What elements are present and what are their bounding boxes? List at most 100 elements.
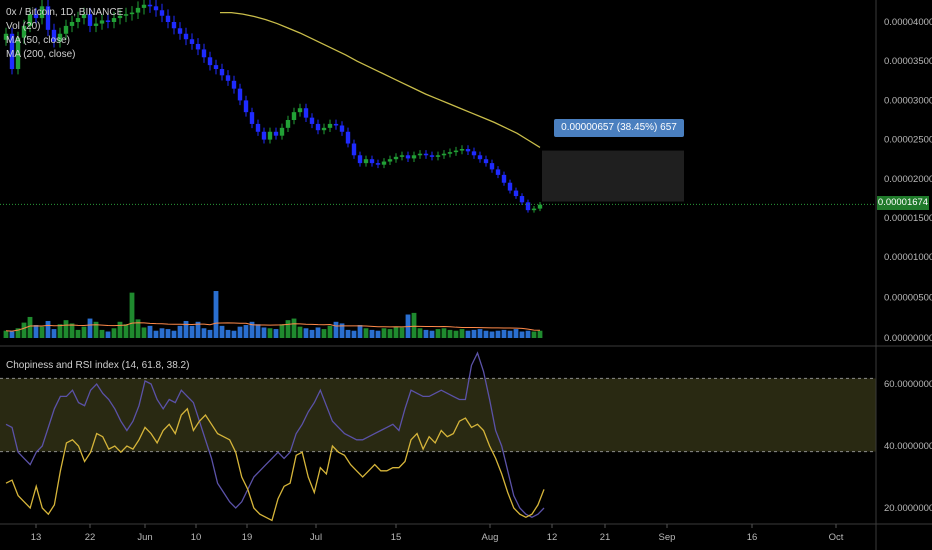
candle-body — [255, 123, 261, 132]
candle-body — [393, 156, 399, 160]
volume-bar — [219, 325, 225, 338]
volume-bar — [93, 321, 99, 338]
main-legend: 0x / Bitcoin, 1D, BINANCE Vol (20) MA (5… — [6, 6, 123, 62]
candle-body — [405, 155, 411, 159]
volume-bar — [27, 316, 33, 338]
candle-body — [201, 49, 207, 58]
time-tick-label: 12 — [547, 532, 558, 543]
volume-bar — [525, 330, 531, 338]
candle-body — [519, 196, 525, 203]
price-tick-label: 0.00003500 — [884, 56, 932, 67]
study-ma50[interactable]: MA (50, close) — [6, 35, 70, 46]
volume-bar — [69, 323, 75, 338]
candle-body — [501, 174, 507, 183]
price-tick-label: 0.00002500 — [884, 135, 932, 146]
price-tick-label: 0.00004000 — [884, 17, 932, 28]
candle-body — [333, 123, 339, 126]
rsi-line — [5, 407, 545, 522]
indicator-title[interactable]: Chopiness and RSI index (14, 61.8, 38.2) — [6, 360, 190, 371]
candle-body — [3, 33, 9, 40]
volume-bar — [297, 326, 303, 338]
indicator-tick-label: 40.00000000 — [884, 441, 932, 452]
volume-bar — [501, 329, 507, 338]
candle-body — [345, 131, 351, 144]
volume-bar — [381, 328, 387, 338]
time-tick-label: 10 — [191, 532, 202, 543]
measure-box — [542, 150, 684, 202]
volume-bar — [255, 324, 261, 338]
candle-body — [183, 33, 189, 40]
candle-body — [75, 18, 81, 22]
indicator-tick-label: 60.00000000 — [884, 379, 932, 390]
candle-body — [261, 131, 267, 140]
candle-body — [195, 43, 201, 50]
candle-body — [441, 153, 447, 156]
candle-body — [351, 143, 357, 156]
candle-body — [129, 12, 135, 15]
candle-body — [15, 37, 21, 70]
volume-bar — [369, 329, 375, 338]
study-vol[interactable]: Vol (20) — [6, 21, 41, 32]
volume-bar — [357, 325, 363, 338]
volume-bar — [213, 291, 219, 338]
time-tick-label: Jul — [310, 532, 322, 543]
volume-bar — [87, 318, 93, 338]
volume-bar — [207, 329, 213, 338]
ma50-line — [220, 11, 541, 148]
candle-body — [237, 88, 243, 101]
candle-body — [537, 204, 543, 209]
volume-bar — [375, 330, 381, 338]
candle-body — [453, 150, 459, 153]
candle-body — [231, 80, 237, 89]
time-tick-label: 22 — [85, 532, 96, 543]
candle-body — [531, 208, 537, 211]
volume-bar — [519, 331, 525, 338]
volume-bar — [15, 328, 21, 338]
candle-body — [45, 6, 51, 30]
candle-body — [309, 117, 315, 124]
time-tick-label: 21 — [600, 532, 611, 543]
volume-bar — [459, 329, 465, 338]
candle-body — [51, 29, 57, 42]
candle-body — [165, 15, 171, 22]
volume-bar — [225, 329, 231, 338]
volume-bar — [423, 329, 429, 338]
volume-bar — [477, 329, 483, 338]
volume-bar — [471, 329, 477, 338]
time-tick-label: 15 — [391, 532, 402, 543]
volume-bar — [273, 329, 279, 338]
volume-bar — [39, 326, 45, 338]
volume-bar — [495, 330, 501, 338]
volume-bar — [387, 329, 393, 338]
volume-bar — [441, 328, 447, 338]
volume-bar — [129, 292, 135, 338]
study-ma200[interactable]: MA (200, close) — [6, 49, 76, 60]
price-tick-label: 0.00003000 — [884, 95, 932, 106]
volume-bar — [3, 330, 9, 338]
price-tick-label: 0.00002000 — [884, 174, 932, 185]
volume-bar — [147, 325, 153, 338]
volume-bar — [117, 321, 123, 338]
candle-body — [375, 163, 381, 165]
candle-body — [81, 14, 87, 19]
symbol-line[interactable]: 0x / Bitcoin, 1D, BINANCE — [6, 7, 124, 18]
volume-bar — [189, 325, 195, 338]
volume-bar — [363, 328, 369, 338]
candle-body — [465, 149, 471, 152]
candle-body — [177, 28, 183, 34]
volume-bar — [159, 328, 165, 338]
volume-bar — [429, 330, 435, 338]
candle-body — [381, 161, 387, 165]
volume-bar — [315, 327, 321, 338]
volume-bar — [33, 325, 39, 338]
candle-body — [339, 125, 345, 132]
volume-ma-line — [5, 322, 541, 332]
candle-body — [387, 159, 393, 162]
volume-bar — [453, 330, 459, 338]
candle-body — [267, 131, 273, 140]
candle-body — [225, 75, 231, 81]
last-price-badge: 0.00001674 — [877, 196, 929, 210]
volume-bar — [327, 325, 333, 338]
